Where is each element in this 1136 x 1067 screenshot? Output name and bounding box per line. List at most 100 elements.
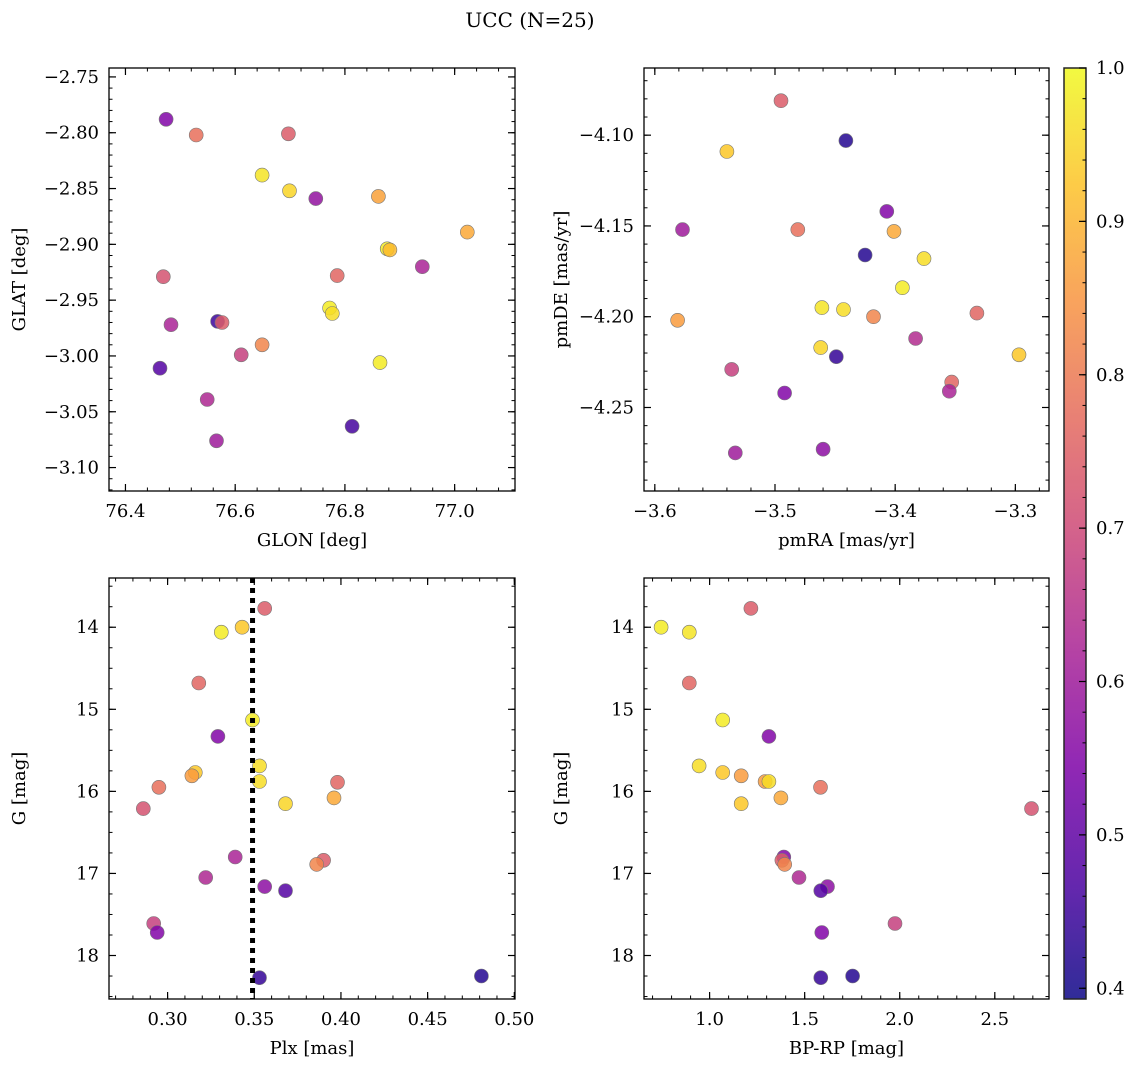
point (733, 796, 749, 812)
point (813, 970, 829, 986)
point (727, 445, 743, 461)
panel-bprp-g: 1.0 1.5 2.0 2.5 14 15 16 17 18 BP-RP [mag] G [mag] (551, 577, 1050, 1059)
y-tick-label: 18 (611, 946, 634, 967)
x-tick-label: 76.6 (215, 501, 255, 522)
point (916, 251, 932, 266)
point (233, 347, 249, 363)
point (969, 305, 985, 321)
point (828, 349, 844, 365)
point (857, 247, 873, 263)
point (309, 857, 325, 872)
point (210, 729, 226, 744)
y-axis-label: GLAT [deg] (9, 228, 30, 332)
x-tick-label: 76.8 (325, 501, 365, 522)
point (777, 857, 793, 872)
point (149, 925, 165, 940)
point (1011, 347, 1027, 363)
y-tick-label: 16 (611, 781, 634, 802)
y-tick-label: 14 (611, 617, 634, 638)
point (908, 331, 923, 346)
point (733, 768, 749, 784)
point (414, 259, 430, 275)
point (715, 765, 731, 780)
point (790, 222, 806, 237)
point (371, 189, 386, 204)
point (670, 312, 685, 328)
x-axis-label: Plx [mas] (270, 1038, 355, 1059)
y-tick-label: 14 (76, 617, 99, 638)
point (254, 167, 270, 183)
point (813, 883, 829, 899)
point (278, 796, 293, 812)
point (227, 849, 243, 865)
x-tick-label: 1.0 (695, 1009, 724, 1030)
point (761, 774, 777, 789)
x-tick-label: 0.45 (408, 1009, 448, 1030)
point (158, 112, 174, 127)
plot-frame (108, 577, 516, 1000)
colorbar-gradient (1063, 67, 1087, 1000)
point (895, 280, 910, 296)
point (214, 624, 229, 640)
point (326, 790, 342, 806)
y-tick-label: −3.05 (44, 402, 99, 423)
panel-pmra-pmde: −3.6 −3.5 −3.4 −3.3 −4.25 −4.20 −4.15 −4.10 pmRA… (551, 67, 1050, 551)
point (886, 224, 902, 239)
point (257, 601, 273, 616)
x-tick-label: −3.3 (993, 501, 1037, 522)
y-tick-label: −4.25 (579, 397, 634, 418)
y-tick-label: −2.95 (44, 290, 99, 311)
point (791, 870, 807, 885)
y-tick-label: 17 (611, 863, 634, 884)
y-tick-label: −4.10 (579, 125, 634, 146)
x-tick-label: 2.5 (980, 1009, 1009, 1030)
point (887, 916, 903, 931)
x-axis-label: GLON [deg] (257, 530, 367, 551)
x-tick-label: −3.4 (873, 501, 917, 522)
point (681, 675, 697, 691)
x-tick-label: 0.30 (148, 1009, 188, 1030)
y-tick-label: −2.75 (44, 67, 99, 88)
point (813, 779, 828, 795)
point (815, 441, 831, 457)
point (814, 925, 830, 940)
x-axis-label: pmRA [mas/yr] (778, 530, 915, 551)
point (329, 268, 345, 283)
y-tick-label: −2.90 (44, 234, 99, 255)
point (188, 127, 204, 143)
point (691, 758, 707, 774)
point (474, 968, 489, 984)
point (941, 383, 957, 399)
y-tick-label: 16 (76, 781, 99, 802)
x-tick-label: 76.4 (105, 501, 145, 522)
point (773, 790, 789, 806)
x-tick-label: 1.5 (790, 1009, 819, 1030)
x-tick-label: 0.50 (494, 1009, 534, 1030)
point (163, 317, 179, 333)
point (681, 624, 697, 640)
point (281, 126, 296, 142)
point (879, 204, 895, 219)
y-tick-label: −4.15 (579, 216, 634, 237)
y-tick-label: −2.85 (44, 179, 99, 200)
plot-frame (108, 67, 516, 492)
point (836, 302, 851, 317)
y-tick-label: −2.80 (44, 123, 99, 144)
colorbar: 0.4 0.5 0.6 0.7 0.8 0.9 1.0 (1063, 58, 1125, 1000)
point (866, 309, 881, 325)
point (234, 619, 250, 635)
colorbar-tick-label: 0.7 (1096, 518, 1125, 539)
point (136, 801, 151, 816)
x-tick-label: −3.6 (633, 501, 677, 522)
y-axis-label: pmDE [mas/yr] (551, 211, 572, 349)
point (845, 968, 860, 984)
colorbar-tick-label: 1.0 (1096, 58, 1125, 79)
x-tick-label: 0.35 (234, 1009, 274, 1030)
point (715, 712, 731, 728)
x-tick-label: 2.0 (885, 1009, 914, 1030)
colorbar-tick-label: 0.9 (1096, 211, 1125, 232)
point (257, 879, 273, 894)
point (330, 774, 345, 790)
point (813, 340, 829, 355)
